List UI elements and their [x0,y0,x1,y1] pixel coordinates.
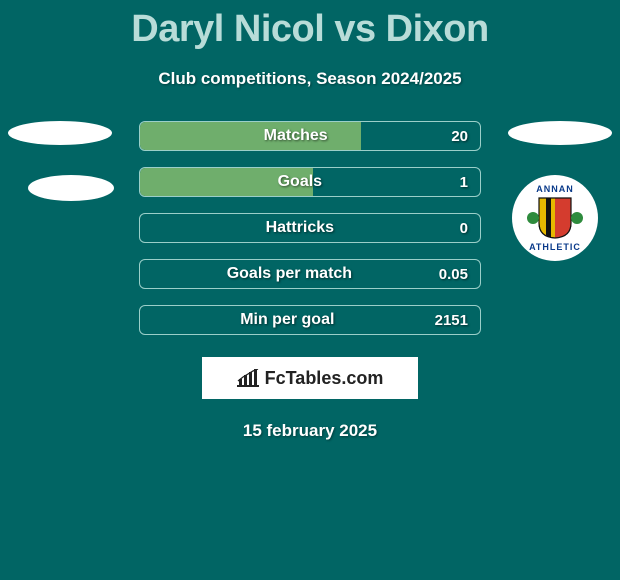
brand-box[interactable]: FcTables.com [202,357,418,399]
stat-value: 0 [460,220,480,237]
stat-row-goals: Goals 1 [139,167,481,197]
thistle-icon [571,212,583,224]
content-area: ANNAN ATHLETIC Matches 20 Goals 1 [0,121,620,441]
decorative-ellipse [508,121,612,145]
stat-label: Min per goal [140,311,435,329]
stat-row-matches: Matches 20 [139,121,481,151]
stat-row-goals-per-match: Goals per match 0.05 [139,259,481,289]
stat-value: 1 [460,174,480,191]
date-text: 15 february 2025 [0,421,620,441]
decorative-ellipse [8,121,112,145]
stat-row-hattricks: Hattricks 0 [139,213,481,243]
stat-label: Goals per match [140,265,439,283]
badge-text-bottom: ATHLETIC [518,242,592,252]
stat-label: Goals [140,173,460,191]
stat-row-min-per-goal: Min per goal 2151 [139,305,481,335]
club-badge: ANNAN ATHLETIC [512,175,598,261]
shield-icon [538,197,572,239]
brand-text: FcTables.com [265,368,384,389]
bar-chart-icon [237,369,259,387]
page-title: Daryl Nicol vs Dixon [0,0,620,51]
page-subtitle: Club competitions, Season 2024/2025 [0,69,620,89]
stat-value: 0.05 [439,266,480,283]
stat-label: Matches [140,127,451,145]
stat-value: 20 [451,128,480,145]
decorative-ellipse [28,175,114,201]
thistle-icon [527,212,539,224]
stat-label: Hattricks [140,219,460,237]
badge-text-top: ANNAN [518,184,592,194]
stats-bars: Matches 20 Goals 1 Hattricks 0 Goals per… [139,121,481,335]
stat-value: 2151 [435,312,480,329]
